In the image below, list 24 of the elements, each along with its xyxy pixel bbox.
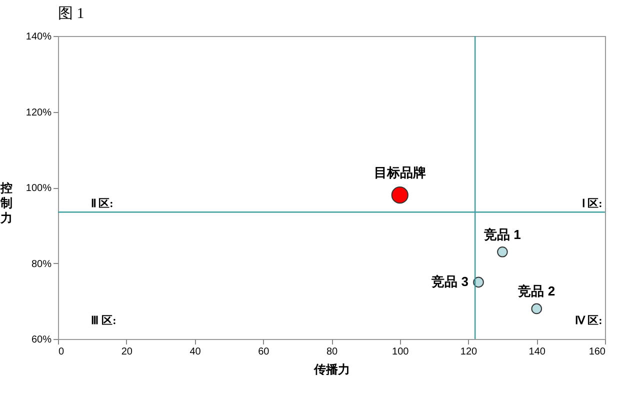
y-axis-title: 控制力 [0,181,12,225]
x-tick-label: 60 [258,346,270,358]
x-tick-label: 80 [326,346,338,358]
x-tick-label: 100 [392,346,410,358]
y-tick-label: 100% [26,183,52,194]
y-tick-label: 60% [31,334,52,346]
chart-title: 图 1 [58,6,84,22]
x-tick-label: 160 [588,346,606,358]
y-tick-label: 140% [26,32,52,42]
series-label: 竞品 1 [483,226,521,242]
x-tick-label: 40 [190,346,202,358]
annotation: Ⅲ 区: [90,314,116,327]
x-tick-label: 120 [460,346,478,358]
y-tick-label: 80% [31,258,52,270]
x-tick-label: 0 [58,346,64,358]
annotation: Ⅳ 区: [574,314,602,327]
x-tick-label: 140 [528,346,546,358]
y-tick-label: 120% [26,107,52,118]
annotation: Ⅱ 区: [90,198,114,210]
series-label: 竞品 2 [517,284,556,299]
x-tick-label: 20 [121,346,133,358]
series-label: 竞品 3 [430,274,469,290]
series-label: 目标品牌 [374,165,426,180]
annotation: Ⅰ 区: [582,198,602,210]
